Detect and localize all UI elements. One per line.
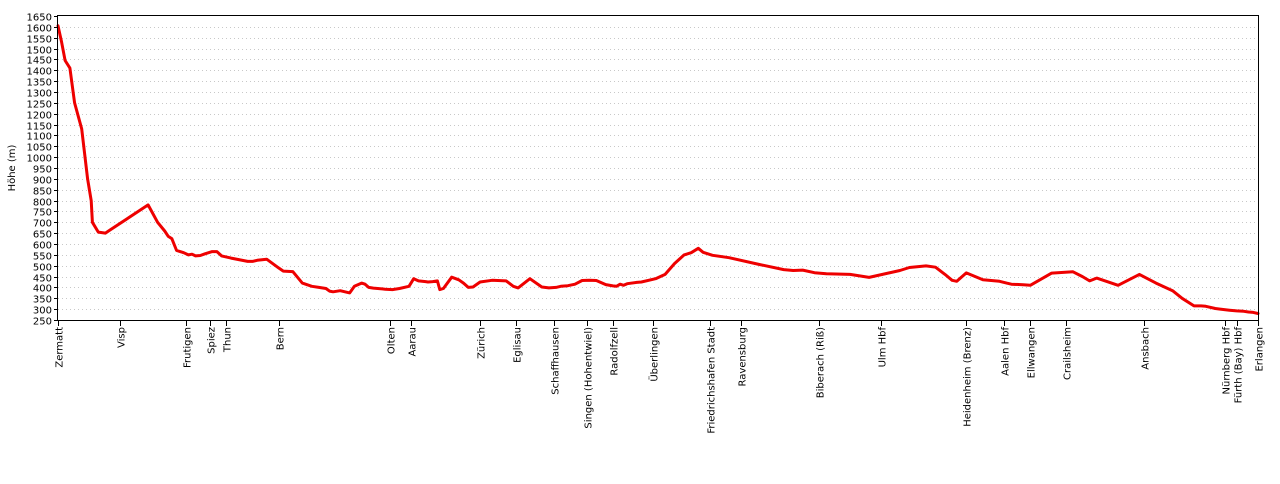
station-label: Erlangen [1255,327,1266,372]
station-label: Aalen Hbf [1001,327,1012,376]
station-label: Ellwangen [1027,327,1038,378]
y-tick-label: 900 [33,176,52,187]
y-tick-label: 350 [33,295,52,306]
y-tick-label: 1250 [27,100,52,111]
elevation-profile-line [56,24,1260,315]
y-tick-label: 750 [33,208,52,219]
station-label: Friedrichshafen Stadt [707,327,718,434]
y-tick-label: 500 [33,263,52,274]
y-axis-label: Höhe (m) [7,144,18,191]
station-label: Biberach (Riß) [816,327,827,398]
station-label: Ulm Hbf [878,327,889,368]
station-label: Visp [117,327,128,348]
station-label: Ansbach [1141,327,1152,370]
y-tick-label: 1100 [27,132,52,143]
x-axis-station-ticks: Zermatt Visp Frutigen Spiez Thun Bern Olten Aar… [55,320,1266,434]
station-label: Zermatt [55,327,66,368]
station-label: Eglisau [513,327,524,363]
y-tick-label: 1150 [27,122,52,133]
station-label: Ravensburg [738,327,749,386]
station-label: Aarau [408,327,419,357]
series-layer [56,24,1260,315]
y-tick-label: 700 [33,219,52,230]
y-tick-label: 650 [33,230,52,241]
y-tick-label: 1600 [27,24,52,35]
y-tick-label: 1450 [27,56,52,67]
station-label: Radolfzell [610,327,621,376]
y-tick-label: 1300 [27,89,52,100]
station-label: Spiez [207,327,218,354]
y-tick-label: 250 [33,317,52,328]
station-label: Bern [276,327,287,350]
y-tick-label: 1500 [27,46,52,57]
y-tick-label: 550 [33,252,52,263]
station-label: Olten [387,327,398,354]
y-tick-label: 1200 [27,111,52,122]
station-label: Fürth (Bay) Hbf [1234,327,1245,404]
station-label: Nürnberg Hbf [1222,327,1233,395]
station-label: Überlingen [648,327,661,382]
y-tick-label: 1400 [27,67,52,78]
y-axis-ticks: 2503003504004505005506006507007508008509… [27,13,58,328]
y-tick-label: 600 [33,241,52,252]
y-tick-label: 450 [33,274,52,285]
station-label: Crailsheim [1063,327,1074,380]
y-tick-label: 1050 [27,143,52,154]
station-label: Thun [223,327,234,353]
y-tick-label: 1650 [27,13,52,24]
y-tick-label: 950 [33,165,52,176]
station-label: Frutigen [183,327,194,368]
y-tick-label: 300 [33,306,52,317]
plot-frame [57,15,1259,321]
y-tick-label: 850 [33,187,52,198]
station-label: Zürich [477,327,488,359]
y-tick-label: 400 [33,284,52,295]
y-tick-label: 800 [33,198,52,209]
y-tick-label: 1350 [27,78,52,89]
grid-layer [58,27,1258,310]
y-tick-label: 1550 [27,35,52,46]
station-label: Singen (Hohentwiel) [584,327,595,429]
y-tick-label: 1000 [27,154,52,165]
station-label: Heidenheim (Brenz) [963,327,974,427]
station-label: Schaffhausen [551,327,562,395]
